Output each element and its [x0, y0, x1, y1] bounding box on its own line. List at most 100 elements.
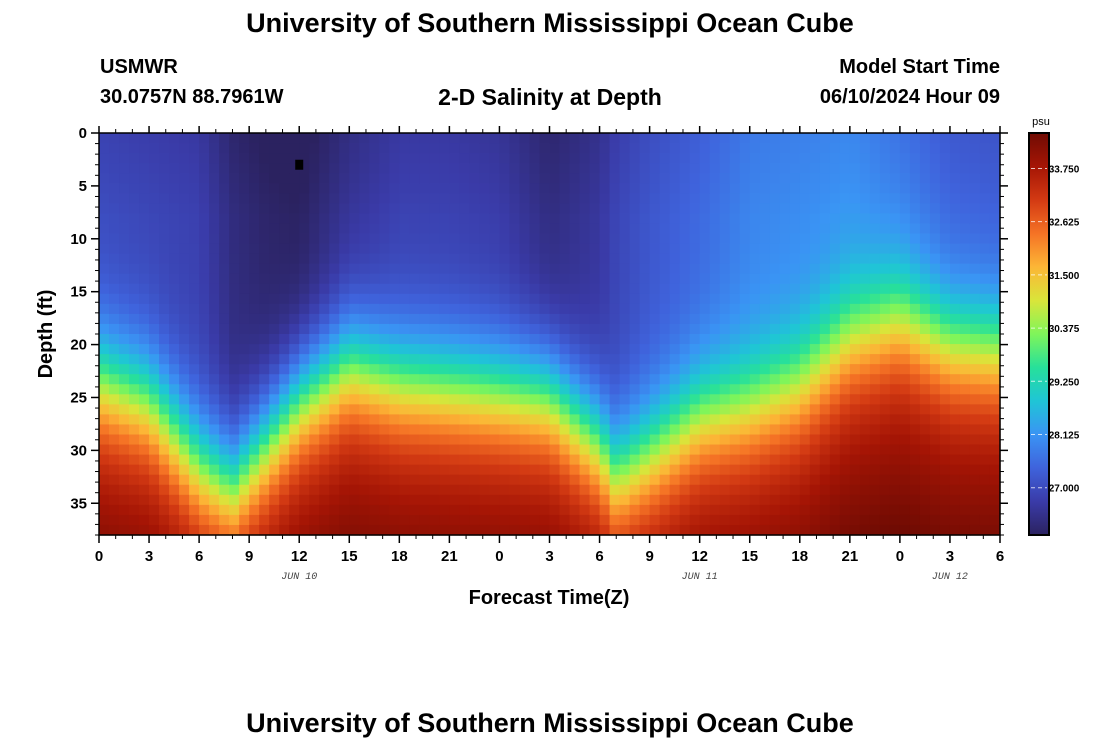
heatmap-cell: [209, 484, 220, 496]
heatmap-cell: [539, 323, 551, 335]
heatmap-cell: [849, 223, 861, 235]
heatmap-cell: [289, 173, 300, 184]
heatmap-cell: [839, 494, 851, 506]
heatmap-cell: [869, 293, 881, 305]
heatmap-cell: [879, 183, 891, 194]
heatmap-cell: [369, 183, 380, 194]
heatmap-cell: [759, 374, 771, 385]
heatmap-cell: [919, 173, 931, 184]
heatmap-cell: [279, 163, 290, 174]
heatmap-cell: [269, 414, 280, 426]
heatmap-cell: [239, 193, 250, 204]
heatmap-cell: [349, 203, 360, 214]
heatmap-cell: [169, 374, 180, 385]
heatmap-cell: [179, 484, 190, 496]
heatmap-cell: [769, 524, 781, 536]
heatmap-cell: [389, 444, 400, 456]
heatmap-cell: [459, 434, 471, 446]
heatmap-cell: [519, 303, 531, 315]
heatmap-cell: [419, 434, 430, 446]
heatmap-cell: [699, 404, 711, 415]
heatmap-cell: [169, 313, 180, 325]
heatmap-cell: [949, 283, 961, 295]
heatmap-cell: [839, 374, 851, 385]
heatmap-cell: [349, 143, 360, 154]
heatmap-cell: [969, 143, 981, 154]
heatmap-cell: [939, 354, 951, 365]
heatmap-cell: [609, 344, 621, 355]
heatmap-cell: [509, 273, 521, 285]
heatmap-cell: [909, 193, 921, 204]
heatmap-cell: [549, 143, 561, 154]
heatmap-cell: [339, 183, 350, 194]
heatmap-cell: [389, 183, 400, 194]
heatmap-cell: [799, 394, 811, 405]
heatmap-cell: [709, 313, 721, 325]
heatmap-cell: [719, 233, 731, 245]
heatmap-cell: [129, 173, 140, 184]
heatmap-cell: [659, 283, 671, 295]
heatmap-cell: [569, 293, 581, 305]
heatmap-cell: [149, 434, 160, 446]
heatmap-cell: [559, 143, 571, 154]
heatmap-cell: [339, 303, 350, 315]
x-tick-label: 9: [245, 548, 253, 565]
heatmap-cell: [639, 243, 651, 255]
heatmap-cell: [829, 233, 841, 245]
heatmap-cell: [239, 384, 250, 395]
heatmap-cell: [339, 263, 350, 275]
heatmap-cell: [829, 384, 841, 395]
heatmap-cell: [759, 434, 771, 446]
heatmap-cell: [519, 153, 531, 164]
heatmap-cell: [869, 173, 881, 184]
heatmap-cell: [369, 253, 380, 265]
heatmap-cell: [239, 514, 250, 526]
heatmap-cell: [359, 404, 370, 415]
heatmap-cell: [299, 374, 310, 385]
heatmap-cell: [369, 203, 380, 214]
heatmap-cell: [289, 273, 300, 285]
heatmap-cell: [939, 153, 951, 164]
heatmap-cell: [469, 504, 481, 516]
heatmap-cell: [919, 474, 931, 486]
heatmap-cell: [289, 323, 300, 335]
heatmap-cell: [579, 193, 591, 204]
heatmap-cell: [169, 223, 180, 235]
heatmap-cell: [749, 374, 761, 385]
heatmap-cell: [959, 313, 971, 325]
heatmap-cell: [499, 474, 511, 486]
heatmap-cell: [419, 273, 430, 285]
heatmap-cell: [529, 524, 541, 536]
heatmap-cell: [659, 163, 671, 174]
heatmap-cell: [469, 253, 481, 265]
heatmap-cell: [469, 334, 481, 345]
heatmap-cell: [489, 474, 501, 486]
heatmap-cell: [839, 454, 851, 466]
heatmap-cell: [799, 153, 811, 164]
heatmap-cell: [259, 143, 270, 154]
heatmap-cell: [429, 494, 440, 506]
heatmap-cell: [549, 223, 561, 235]
heatmap-cell: [239, 464, 250, 476]
heatmap-cell: [929, 414, 941, 426]
heatmap-cell: [579, 203, 591, 214]
heatmap-cell: [349, 313, 360, 325]
heatmap-cell: [729, 223, 741, 235]
heatmap-cell: [519, 344, 531, 355]
heatmap-cell: [419, 143, 430, 154]
heatmap-cell: [139, 454, 150, 466]
heatmap-cell: [209, 474, 220, 486]
heatmap-cell: [199, 414, 210, 426]
heatmap-cell: [289, 464, 300, 476]
heatmap-cell: [439, 464, 450, 476]
heatmap-cell: [129, 354, 140, 365]
heatmap-cell: [979, 344, 991, 355]
heatmap-cell: [649, 273, 661, 285]
heatmap-cell: [429, 484, 440, 496]
heatmap-cell: [689, 464, 701, 476]
heatmap-cell: [679, 424, 691, 436]
heatmap-cell: [909, 494, 921, 506]
heatmap-cell: [919, 293, 931, 305]
heatmap-cell: [329, 484, 340, 496]
heatmap-cell: [309, 303, 320, 315]
